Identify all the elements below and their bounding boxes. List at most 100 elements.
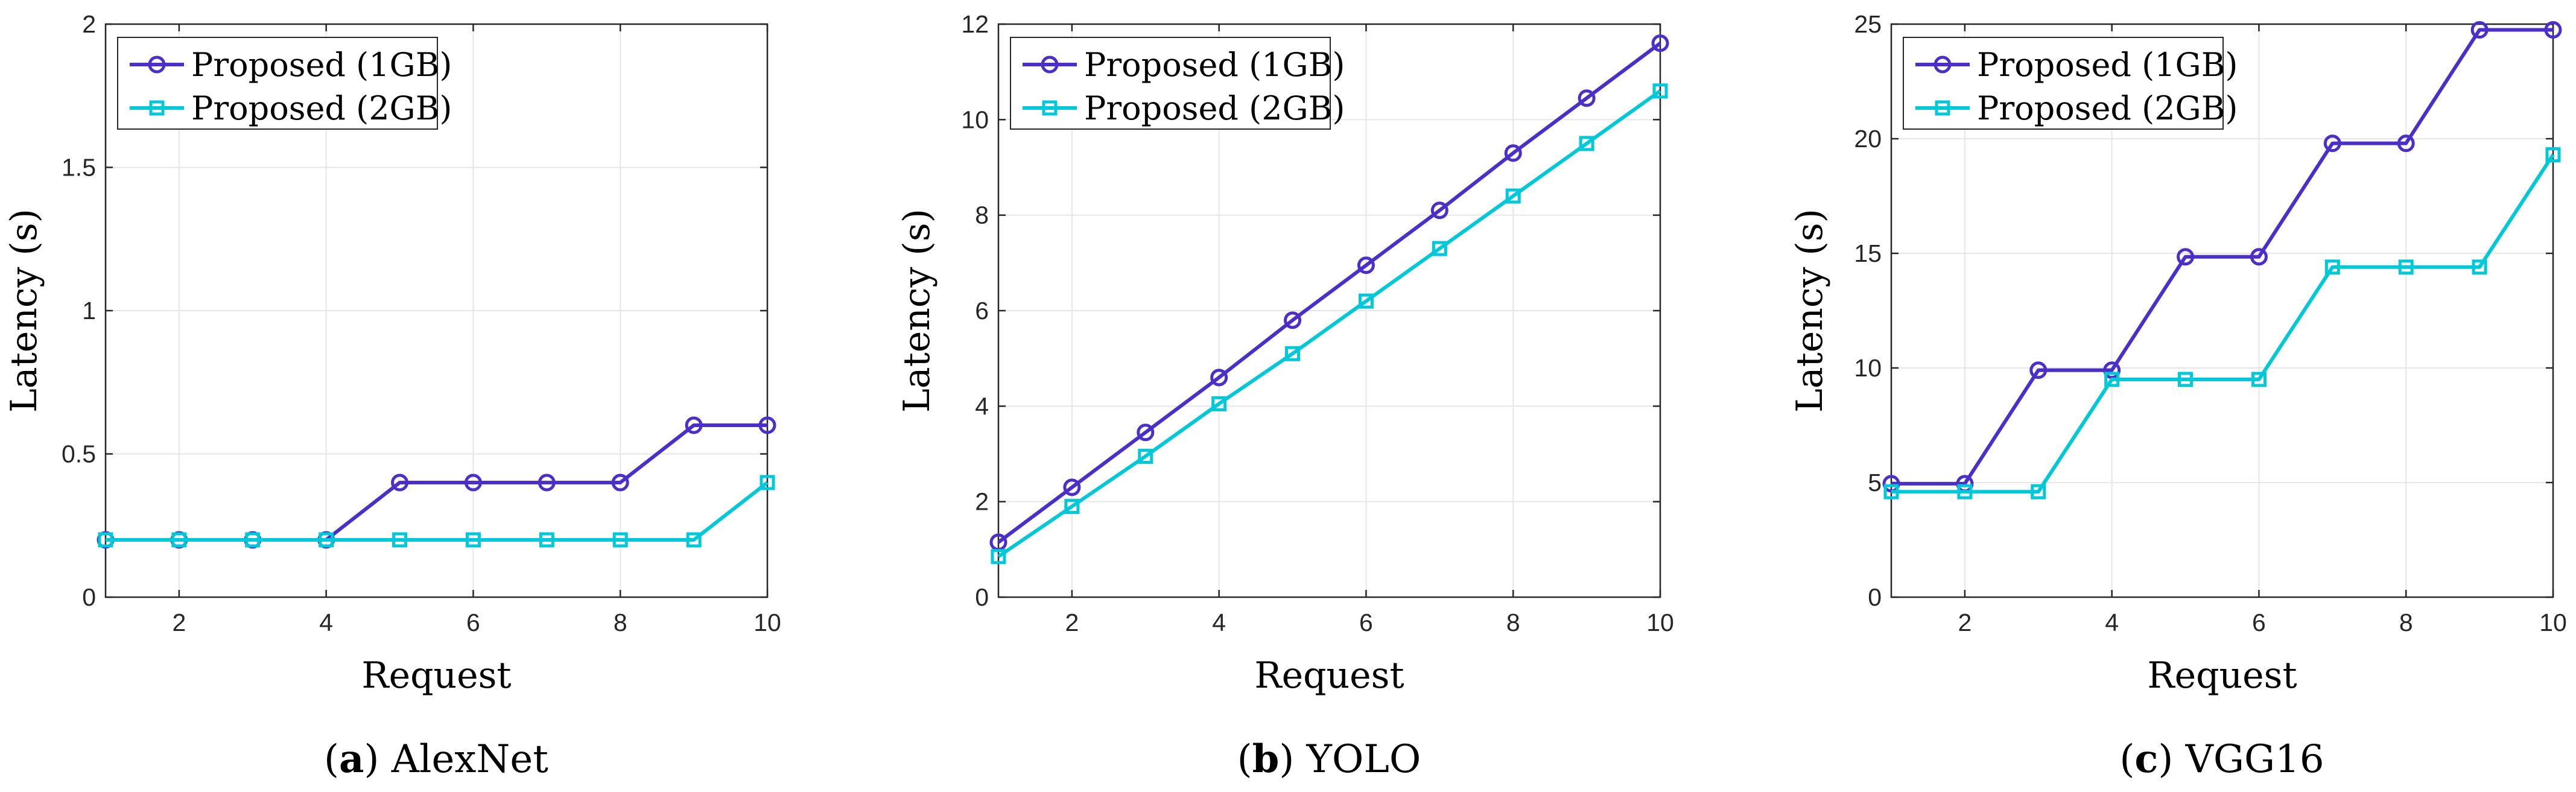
y-tick-label: 5 — [1868, 469, 1882, 496]
chart-alexnet: 2 4 6 8 10 0 0.5 1 1.5 2 Request Latency (s) Propose… — [3, 10, 781, 782]
data-point — [611, 474, 629, 492]
data-point — [1578, 89, 1596, 107]
legend-marker — [1041, 55, 1059, 74]
legend-marker — [1934, 55, 1952, 74]
y-tick-label: 6 — [975, 297, 989, 325]
caption-paren-close: ) — [1279, 737, 1306, 782]
data-point — [1652, 83, 1668, 99]
data-point — [686, 532, 702, 548]
y-axis-label: Latency (s) — [3, 209, 45, 413]
y-tick-label: 12 — [961, 10, 989, 38]
series-line — [1891, 153, 2555, 494]
x-tick-label: 8 — [1506, 609, 1520, 636]
legend-box — [117, 37, 438, 130]
x-tick-label: 4 — [2105, 609, 2119, 636]
series-2gb — [991, 83, 1668, 565]
data-point — [1432, 241, 1447, 256]
data-point — [2031, 484, 2046, 499]
series-line — [106, 481, 769, 542]
data-point — [171, 532, 187, 548]
x-tick-label: 6 — [2252, 609, 2266, 636]
panel-caption: (b) YOLO — [1237, 737, 1421, 782]
y-tick-label: 0 — [82, 583, 96, 611]
data-point — [2324, 259, 2340, 275]
y-tick-label: 15 — [1854, 239, 1882, 267]
data-point — [760, 475, 775, 490]
x-axis-label: Request — [361, 654, 511, 697]
legend-box — [1903, 37, 2224, 130]
x-tick-label: 2 — [1958, 609, 1972, 636]
caption-letter: c — [2134, 737, 2158, 782]
caption-title: YOLO — [1306, 737, 1421, 782]
series-2gb — [98, 475, 775, 548]
legend: Proposed (1GB) Proposed (2GB) — [1903, 37, 2238, 130]
y-tick-label: 2 — [975, 488, 989, 516]
caption-paren-open: ( — [324, 737, 339, 782]
y-tick-label: 20 — [1854, 125, 1882, 153]
data-point — [319, 532, 334, 548]
x-tick-label: 6 — [1359, 609, 1373, 636]
data-point — [2104, 372, 2120, 387]
data-point — [2472, 259, 2487, 275]
data-point — [1358, 293, 1374, 309]
legend-marker — [1935, 100, 1950, 116]
y-axis-label: Latency (s) — [1789, 209, 1831, 413]
x-tick-label: 8 — [614, 609, 627, 636]
y-tick-label: 0 — [1868, 583, 1882, 611]
x-tick-label: 4 — [1212, 609, 1226, 636]
x-tick-label: 10 — [753, 609, 781, 636]
data-point — [1064, 499, 1080, 515]
data-point — [465, 532, 481, 548]
data-point — [1957, 484, 1973, 499]
chart-vgg16: 2 4 6 8 10 0 5 10 15 20 25 Request Latency (s) Propos… — [1789, 10, 2567, 782]
data-point — [2544, 21, 2562, 39]
y-tick-label: 0 — [975, 583, 989, 611]
data-point — [758, 416, 776, 434]
y-tick-label: 4 — [975, 392, 989, 420]
data-point — [1651, 34, 1669, 52]
x-tick-label: 10 — [1646, 609, 1674, 636]
legend-label: Proposed (1GB) — [191, 46, 452, 84]
y-tick-label: 2 — [82, 10, 96, 38]
data-point — [98, 532, 113, 548]
legend-marker — [148, 55, 166, 74]
panel-caption: (a) AlexNet — [324, 737, 548, 782]
data-point — [1137, 423, 1155, 442]
series-line — [997, 89, 1661, 559]
panel-caption: (c) VGG16 — [2119, 737, 2324, 782]
caption-title: AlexNet — [391, 737, 549, 782]
y-tick-label: 1.5 — [62, 154, 96, 182]
data-point — [1284, 311, 1302, 329]
data-point — [1210, 369, 1228, 387]
data-point — [1505, 188, 1521, 204]
data-point — [2323, 135, 2341, 153]
series-line — [1891, 28, 2553, 486]
data-point — [1063, 478, 1081, 496]
legend-label: Proposed (2GB) — [191, 89, 452, 127]
axes-box — [1890, 23, 2554, 598]
data-point — [685, 416, 703, 434]
y-tick-label: 25 — [1854, 10, 1882, 38]
x-tick-label: 6 — [466, 609, 480, 636]
x-tick-label: 8 — [2399, 609, 2413, 636]
data-point — [392, 532, 408, 548]
data-point — [1579, 136, 1594, 151]
data-point — [1211, 396, 1227, 411]
series-1gb — [989, 34, 1669, 551]
data-point — [2029, 361, 2048, 379]
legend-label: Proposed (2GB) — [1084, 89, 1345, 127]
data-point — [991, 549, 1006, 565]
data-point — [2103, 361, 2121, 379]
legend-box — [1010, 37, 1331, 130]
x-tick-label: 10 — [2539, 609, 2567, 636]
x-axis-label: Request — [1254, 654, 1404, 697]
data-point — [1285, 346, 1301, 361]
legend-label: Proposed (1GB) — [1977, 46, 2238, 84]
y-tick-label: 8 — [975, 201, 989, 229]
data-point — [2250, 248, 2268, 266]
data-point — [1430, 201, 1448, 220]
legend: Proposed (1GB) Proposed (2GB) — [1010, 37, 1345, 130]
y-tick-label: 1 — [82, 297, 96, 325]
series-line — [997, 42, 1661, 544]
caption-paren-close: ) — [364, 737, 391, 782]
